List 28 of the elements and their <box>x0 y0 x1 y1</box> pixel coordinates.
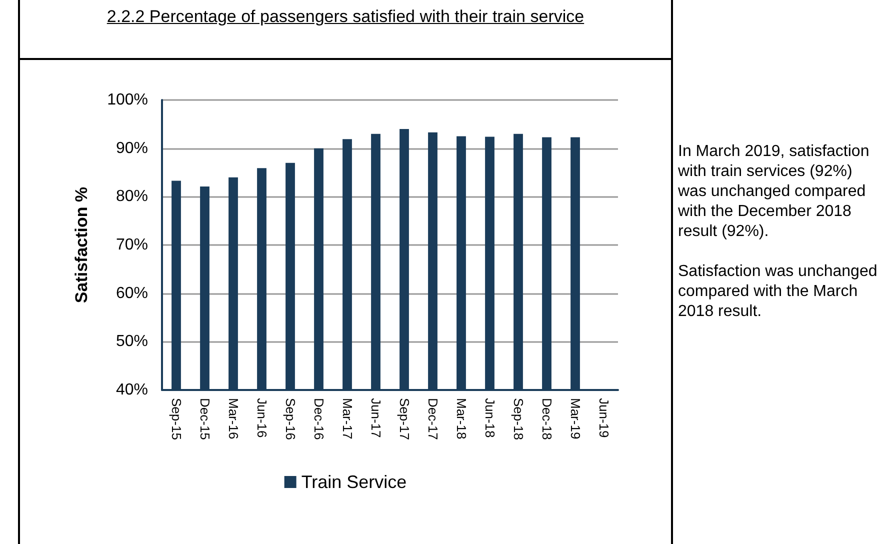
y-tick-label: 40% <box>116 382 148 398</box>
x-tick-label: Dec-17 <box>425 398 440 440</box>
x-tick-label: Dec-18 <box>539 398 554 440</box>
x-tick-label: Mar-18 <box>454 398 469 440</box>
y-tick-label: 60% <box>116 284 148 302</box>
x-tick-label: Jun-19 <box>596 398 612 438</box>
x-tick-label: Sep-16 <box>282 398 298 440</box>
x-tick-label: Mar-17 <box>340 398 355 440</box>
chart-title: 2.2.2 Percentage of passengers satisfied with their train service <box>20 0 671 60</box>
x-tick-label: Sep-17 <box>396 398 412 440</box>
legend-label: Train Service <box>301 472 407 492</box>
x-tick-label: Sep-18 <box>510 398 526 440</box>
x-tick-label: Dec-15 <box>197 398 212 440</box>
y-tick-label: 50% <box>116 333 148 350</box>
y-tick-label: 90% <box>116 140 148 157</box>
y-axis-title: Satisfaction % <box>72 186 91 304</box>
x-tick-label: Jun-16 <box>254 398 270 438</box>
x-tick-label: Mar-19 <box>568 398 583 440</box>
x-tick-label: Dec-16 <box>311 398 326 440</box>
x-tick-label: Sep-15 <box>168 398 184 440</box>
text: In March 2019, satisfaction with train services (92%) was unchanged compared with the December 2018 result (92%). <box>678 142 870 242</box>
y-tick-label: 70% <box>116 236 148 254</box>
x-tick-label: Mar-16 <box>226 398 241 440</box>
text: Satisfaction was unchanged compared with the March 2018 result. <box>678 262 878 322</box>
x-tick-label: Jun-17 <box>368 398 384 438</box>
y-tick-label: 100% <box>107 92 148 108</box>
x-tick-label: Jun-18 <box>482 398 498 438</box>
y-tick-label: 80% <box>116 188 148 206</box>
